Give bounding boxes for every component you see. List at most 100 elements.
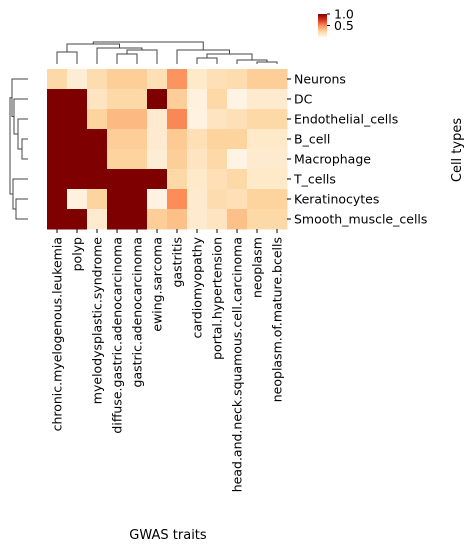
heatmap-cell	[87, 89, 108, 110]
column-dendrogram	[56, 41, 278, 64]
heatmap-cell	[107, 169, 128, 190]
row-label: Neurons	[294, 72, 346, 87]
column-label: cardiomyopathy	[190, 236, 205, 338]
dendrogram-branch	[15, 198, 28, 220]
row-label: Smooth_muscle_cells	[294, 212, 427, 227]
row-label: DC	[294, 92, 313, 107]
heatmap-cell	[127, 189, 148, 210]
column-label: head.and.neck.squamous.cell.carcinoma	[230, 237, 245, 492]
row-label: T_cells	[293, 172, 336, 187]
heatmap-cell	[87, 189, 108, 210]
heatmap-cell	[127, 209, 148, 230]
heatmap-cell	[187, 69, 208, 90]
heatmap-cell	[267, 109, 288, 130]
heatmap-cell	[127, 129, 148, 150]
heatmap-cell	[207, 189, 228, 210]
heatmap-cell	[107, 129, 128, 150]
heatmap-cell	[187, 209, 208, 230]
heatmap-cell	[127, 69, 148, 90]
heatmap-cell	[247, 69, 268, 90]
heatmap-cell	[227, 149, 248, 170]
heatmap-cell	[267, 89, 288, 110]
dendrogram-branch	[13, 98, 28, 135]
heatmap-cell	[187, 109, 208, 130]
heatmap-cell	[167, 69, 188, 90]
heatmap-cell	[247, 109, 268, 130]
heatmap-cell	[207, 209, 228, 230]
x-axis-label: GWAS traits	[129, 528, 207, 543]
column-label: polyp	[70, 237, 85, 271]
heatmap-cell	[127, 169, 148, 190]
heatmap-cell	[147, 129, 168, 150]
heatmap-cell	[127, 149, 148, 170]
heatmap-cell	[167, 109, 188, 130]
heatmap-cell	[127, 109, 148, 130]
heatmap-cell	[47, 69, 68, 90]
row-label: B_cell	[294, 132, 330, 147]
heatmap-cell	[127, 89, 148, 110]
colorbar-gradient	[318, 14, 327, 37]
heatmap-cell	[47, 129, 68, 150]
heatmap-cell	[247, 89, 268, 110]
column-label: ewing.sarcoma	[150, 237, 165, 332]
heatmap-cell	[267, 169, 288, 190]
dendrogram-branch	[206, 53, 253, 60]
heatmap-cell	[67, 89, 88, 110]
row-tick-labels: Neurons DC Endothelial_cells B_cell Macropha…	[287, 72, 427, 227]
heatmap-cell	[147, 149, 168, 170]
heatmap-cell	[227, 69, 248, 90]
heatmap-cell	[227, 129, 248, 150]
heatmap-cell	[167, 189, 188, 210]
heatmap-cell	[187, 189, 208, 210]
heatmap-cell	[207, 169, 228, 190]
dendrogram-branch	[126, 49, 158, 64]
heatmap-cell	[67, 189, 88, 210]
column-label: gastritis	[170, 237, 185, 288]
heatmap-cell	[187, 149, 208, 170]
heatmap-cell	[47, 209, 68, 230]
heatmap-cell	[87, 149, 108, 170]
dendrogram-branch	[92, 41, 204, 50]
heatmap-cell	[227, 189, 248, 210]
heatmap-cell	[87, 129, 108, 150]
heatmap-cell	[207, 69, 228, 90]
column-label: gastric.adenocarcinoma	[130, 237, 145, 387]
column-label: diffuse.gastric.adenocarcinoma	[110, 237, 125, 434]
colorbar-tick-label: 0.5	[334, 18, 354, 33]
heatmap-cell	[87, 169, 108, 190]
heatmap-cell	[167, 209, 188, 230]
dendrogram-branch	[116, 53, 138, 64]
heatmap-cell	[47, 149, 68, 170]
colorbar-tick-label: 1.0	[334, 7, 354, 22]
heatmap-cell	[147, 109, 168, 130]
y-axis-label: Cell types	[450, 118, 465, 182]
heatmap-cell	[167, 149, 188, 170]
heatmap-cell	[107, 109, 128, 130]
heatmap-cell	[187, 89, 208, 110]
heatmap-cell	[147, 209, 168, 230]
row-label: Keratinocytes	[294, 192, 379, 207]
dendrogram-branch	[9, 97, 13, 195]
dendrogram-branch	[56, 51, 78, 64]
heatmap-cell	[187, 129, 208, 150]
column-label: neoplasm.of.mature.bcells	[270, 237, 285, 402]
heatmap-cell	[227, 109, 248, 130]
heatmap-cell	[247, 209, 268, 230]
heatmap-cell	[47, 109, 68, 130]
heatmap-cell	[267, 129, 288, 150]
heatmap-cell	[47, 169, 68, 190]
column-tick-labels: chronic.myelogenous.leukemia polyp myelody…	[50, 229, 285, 492]
dendrogram-branch	[196, 57, 218, 64]
heatmap-cell	[107, 189, 128, 210]
column-label: neoplasm	[250, 237, 265, 298]
heatmap-cells	[47, 69, 288, 230]
heatmap-cell	[247, 189, 268, 210]
dendrogram-branch	[176, 49, 230, 64]
heatmap-cell	[247, 169, 268, 190]
heatmap-cell	[227, 209, 248, 230]
dendrogram-branch	[256, 61, 278, 64]
heatmap-cell	[167, 89, 188, 110]
heatmap-cell	[87, 109, 108, 130]
heatmap-cell	[147, 89, 168, 110]
